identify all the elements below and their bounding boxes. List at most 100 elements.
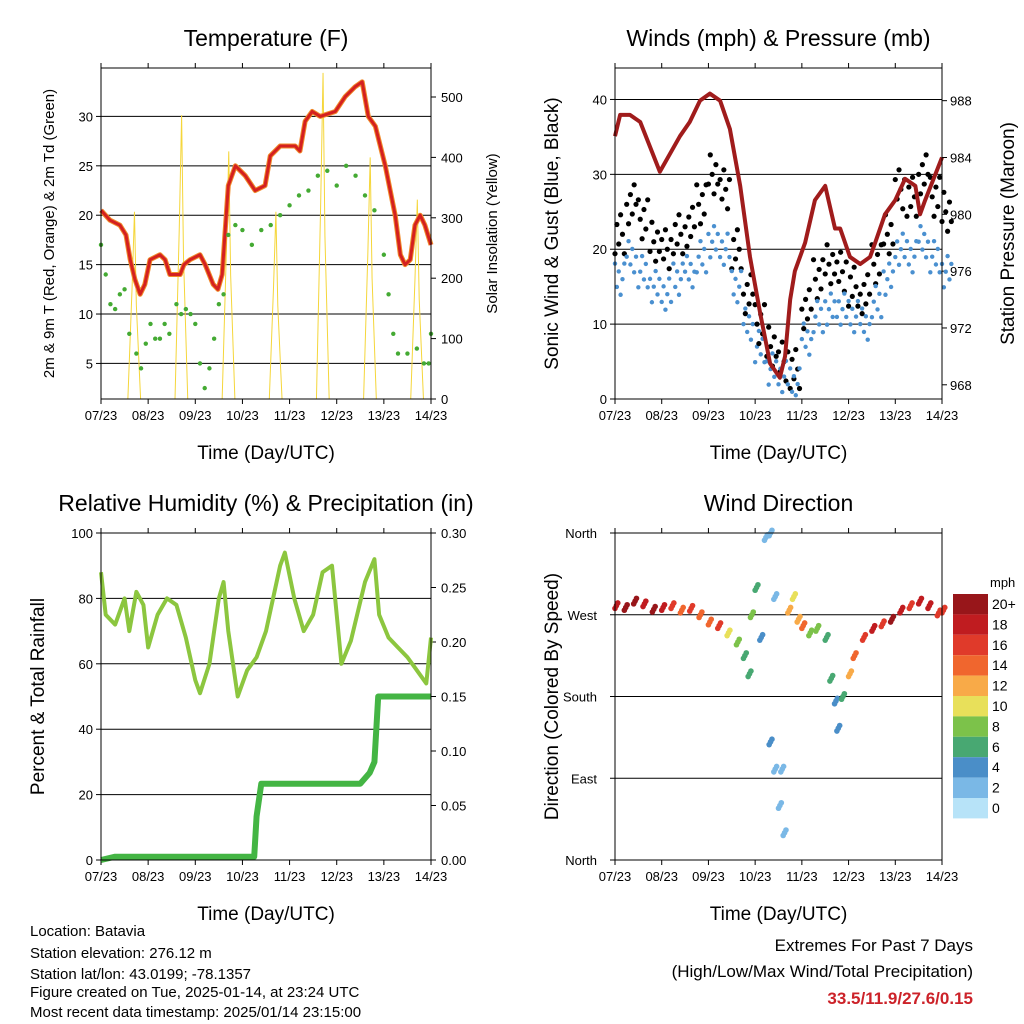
panel-2: Winds (mph) & Pressure (mb) Time (Day/UTC… <box>542 25 1019 464</box>
gust-point <box>633 201 639 207</box>
dewpoint-point <box>202 385 207 391</box>
gust-point <box>654 229 661 235</box>
wind-point <box>846 298 851 304</box>
wind-point <box>918 223 923 229</box>
gust-point <box>886 251 892 257</box>
direction-point <box>759 631 766 638</box>
y-tick-label-right: 0.20 <box>441 635 466 650</box>
gust-point <box>871 261 877 267</box>
wind-point <box>614 284 620 290</box>
direction-point <box>927 600 934 606</box>
wind-point <box>949 261 954 267</box>
legend-swatch <box>953 655 988 676</box>
gust-point <box>839 269 846 275</box>
gust-point <box>799 306 805 312</box>
y-tick-label: North <box>565 526 597 541</box>
wind-point <box>655 292 660 297</box>
gust-point <box>659 236 665 243</box>
dewpoint-point <box>334 183 339 188</box>
direction-point <box>881 618 887 624</box>
y-tick-label-right: 300 <box>441 211 463 226</box>
wind-point <box>844 314 849 320</box>
wind-point <box>729 268 734 274</box>
gust-point <box>666 266 672 272</box>
dewpoint-point <box>362 193 368 198</box>
gust-point <box>616 241 622 247</box>
dewpoint-point <box>162 321 167 327</box>
gust-point <box>845 303 852 309</box>
x-tick-label: 12/23 <box>832 869 865 884</box>
x-tick-label: 09/23 <box>179 869 212 884</box>
gust-point <box>851 264 857 270</box>
gust-point <box>724 206 731 212</box>
legend-label: 8 <box>992 718 1000 734</box>
dewpoint-point <box>157 336 163 341</box>
dewpoint-point <box>134 351 139 356</box>
wind-point <box>696 254 701 259</box>
y-tick-label-right: 988 <box>950 94 972 109</box>
speed-legend: mph 20+ 18 16 14 12 10 8 6 4 2 0 <box>953 575 1016 819</box>
direction-point <box>615 600 621 606</box>
wind-point <box>781 374 787 379</box>
dewpoint-point <box>221 292 226 297</box>
gust-point <box>691 224 698 230</box>
wind-point <box>787 366 793 371</box>
gust-point <box>830 251 836 258</box>
y-tick-label-right: 0.10 <box>441 744 466 759</box>
direction-point <box>652 603 658 610</box>
gust-point <box>874 251 881 258</box>
gust-point <box>688 233 694 240</box>
y-tick-label-right: 976 <box>950 264 972 279</box>
wind-point <box>859 306 865 311</box>
direction-point <box>909 600 915 606</box>
wind-point <box>758 352 763 357</box>
gust-point <box>625 221 632 227</box>
x-tick-label: 07/23 <box>599 408 632 423</box>
info-recent: Most recent data timestamp: 2025/01/14 2… <box>30 1004 361 1021</box>
wind-point <box>832 299 837 304</box>
direction-point <box>727 627 733 633</box>
direction-point <box>717 620 724 626</box>
wind-point <box>869 315 875 320</box>
wind-point <box>713 247 719 252</box>
gust-point <box>767 343 774 350</box>
y-tick-label: 20 <box>79 788 93 803</box>
wind-point <box>941 285 947 290</box>
y-tick-label-right: 0 <box>441 392 448 407</box>
wind-point <box>873 283 878 289</box>
x-tick-label: 07/23 <box>85 869 118 884</box>
x-tick-label: 09/23 <box>692 869 725 884</box>
y-tick-label-right: 968 <box>950 378 972 393</box>
wind-point <box>902 254 907 260</box>
legend-swatch <box>953 675 988 696</box>
x-tick-label: 10/23 <box>226 869 259 884</box>
wind-point <box>653 268 658 274</box>
direction-point <box>853 650 859 656</box>
wind-point <box>703 270 709 275</box>
wind-point <box>688 261 693 267</box>
gust-point <box>904 213 910 219</box>
wind-point <box>910 270 915 275</box>
wind-point <box>904 238 910 244</box>
y-tick-label: 10 <box>79 307 93 322</box>
wind-point <box>631 270 637 275</box>
gust-point <box>649 219 655 225</box>
gust-point <box>816 266 822 273</box>
wind-point <box>639 253 645 259</box>
dewpoint-point <box>143 341 148 346</box>
legend-swatch <box>953 594 988 615</box>
gust-point <box>647 248 653 255</box>
dewpoint-point <box>108 301 113 307</box>
wind-point <box>929 254 935 259</box>
wind-point <box>848 322 853 327</box>
wind-point <box>925 239 931 244</box>
wind-point <box>851 330 857 335</box>
x-tick-label: 08/23 <box>132 408 165 423</box>
wind-point <box>641 277 647 282</box>
x-tick-label: 13/23 <box>879 869 912 884</box>
gust-point <box>750 291 756 297</box>
gust-point <box>881 241 887 247</box>
direction-point <box>792 591 799 597</box>
dewpoint-point <box>112 306 118 312</box>
x-tick-label: 14/23 <box>926 869 959 884</box>
